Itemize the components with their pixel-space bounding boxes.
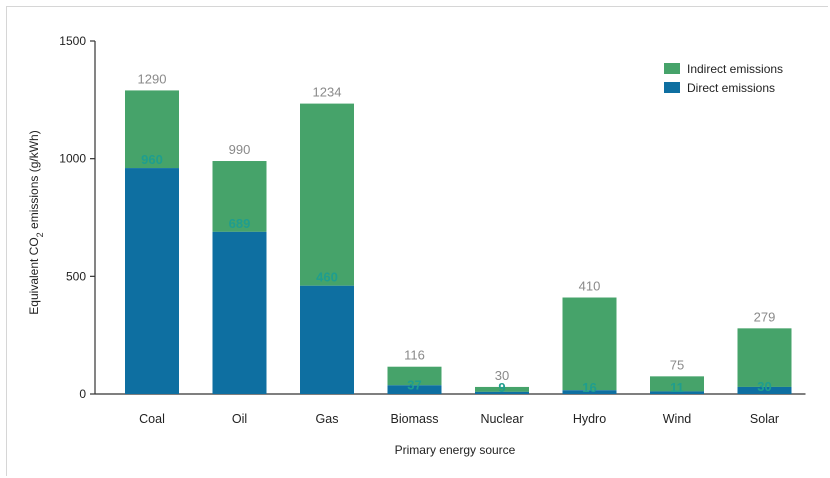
total-label-biomass: 116 (404, 348, 425, 363)
chart-frame (6, 6, 828, 476)
bar-indirect-hydro (562, 297, 617, 391)
bar-indirect-coal (125, 90, 179, 169)
category-label-coal: Coal (139, 412, 165, 426)
category-label-nuclear: Nuclear (480, 412, 523, 426)
total-label-coal: 1290 (138, 71, 167, 86)
bar-direct-coal (125, 168, 179, 394)
total-label-solar: 279 (754, 309, 776, 324)
direct-label-hydro: 16 (582, 380, 596, 395)
bar-direct-biomass (387, 385, 442, 394)
bar-direct-oil (212, 231, 267, 394)
direct-label-coal: 960 (141, 152, 163, 167)
legend-swatch-direct (664, 82, 680, 93)
bar-indirect-biomass (387, 366, 442, 386)
category-labels: Coal Oil Gas Biomass Nuclear Hydro Wind Solar (139, 412, 779, 426)
total-label-wind: 75 (670, 357, 684, 372)
legend: Indirect emissions Direct emissions (664, 62, 783, 95)
legend-label-indirect: Indirect emissions (687, 62, 783, 76)
y-axis-title: Equivalent CO2 emissions (g/kWh) (27, 130, 45, 314)
direct-label-biomass: 37 (407, 377, 421, 392)
total-label-gas: 1234 (313, 85, 342, 100)
direct-label-nuclear: 9 (498, 380, 505, 395)
y-tick-label: 1000 (59, 152, 86, 166)
y-tick-label: 0 (79, 387, 86, 401)
legend-swatch-indirect (664, 63, 680, 74)
bar-indirect-solar (737, 328, 792, 387)
category-label-hydro: Hydro (573, 412, 606, 426)
total-label-nuclear: 30 (495, 368, 509, 383)
legend-label-direct: Direct emissions (687, 81, 775, 95)
total-label-oil: 990 (229, 142, 251, 157)
bar-indirect-gas (300, 103, 354, 286)
category-label-solar: Solar (750, 412, 779, 426)
direct-label-wind: 11 (670, 380, 684, 395)
y-axis-title-subscript: 2 (35, 232, 45, 237)
category-label-biomass: Biomass (391, 412, 439, 426)
total-label-hydro: 410 (579, 279, 601, 294)
bar-direct-gas (300, 285, 354, 394)
direct-label-oil: 689 (229, 216, 251, 231)
bar-direct-nuclear (475, 391, 529, 394)
x-axis-title: Primary energy source (395, 443, 516, 457)
direct-label-gas: 460 (316, 270, 338, 285)
y-axis-title-main: Equivalent CO (27, 237, 41, 314)
y-tick-label: 500 (66, 269, 86, 283)
bar-direct-wind (650, 391, 704, 394)
bars (125, 90, 792, 394)
category-label-gas: Gas (316, 412, 339, 426)
y-ticks: 0 500 1000 1500 (59, 34, 95, 401)
category-label-oil: Oil (232, 412, 247, 426)
bar-indirect-oil (212, 161, 267, 232)
direct-label-solar: 30 (757, 379, 771, 394)
category-label-wind: Wind (663, 412, 692, 426)
bar-direct-solar (737, 386, 792, 394)
y-axis-title-unit: emissions (g/kWh) (27, 130, 41, 232)
y-tick-label: 1500 (59, 34, 86, 48)
bar-indirect-wind (650, 376, 704, 392)
bar-labels: 1290960990689123446011637309410167511279… (138, 71, 776, 395)
bar-indirect-nuclear (475, 386, 529, 392)
bar-direct-hydro (562, 390, 617, 394)
